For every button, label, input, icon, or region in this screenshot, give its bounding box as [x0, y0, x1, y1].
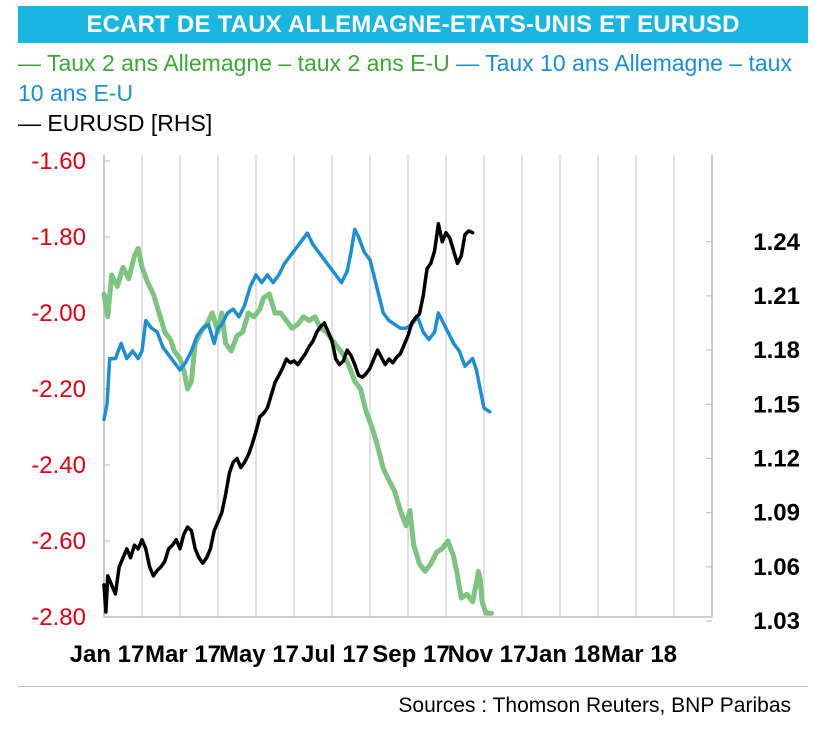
- title-bar: ECART DE TAUX ALLEMAGNE-ETATS-UNIS ET EU…: [18, 6, 808, 43]
- left-tick-label: -2.00: [31, 300, 86, 327]
- right-tick-label: 1.21: [753, 283, 800, 310]
- left-tick-label: -1.60: [31, 148, 86, 175]
- series-layer: [101, 221, 495, 616]
- x-tick-label: Sep 17: [372, 641, 449, 668]
- right-tick-label: 1.18: [753, 337, 800, 364]
- legend-2y-spread: — Taux 2 ans Allemagne – taux 2 ans E-U: [18, 50, 450, 76]
- right-tick-label: 1.12: [753, 445, 800, 472]
- legend: — Taux 2 ans Allemagne – taux 2 ans E-U …: [18, 48, 808, 138]
- x-tick-label: May 17: [219, 641, 299, 668]
- series-line-10y-spread: [102, 227, 492, 422]
- right-tick-label: 1.24: [753, 229, 800, 256]
- bottom-divider: [18, 686, 808, 687]
- legend-eurusd: — EURUSD [RHS]: [18, 110, 213, 136]
- series-line-eurusd: [102, 221, 475, 614]
- left-tick-label: -2.80: [31, 604, 86, 631]
- x-tick-label: Jan 17: [70, 641, 145, 668]
- chart-title: ECART DE TAUX ALLEMAGNE-ETATS-UNIS ET EU…: [86, 11, 740, 38]
- left-tick-label: -2.40: [31, 452, 86, 479]
- right-tick-label: 1.06: [753, 554, 800, 581]
- left-tick-label: -1.80: [31, 224, 86, 251]
- sources-note: Sources : Thomson Reuters, BNP Paribas: [398, 694, 791, 717]
- left-axis: -1.60 -1.80 -2.00 -2.20 -2.40 -2.60 -2.80: [31, 148, 86, 631]
- series-line-2y-spread: [101, 245, 495, 616]
- right-tick-label: 1.15: [753, 391, 800, 418]
- left-tick-label: -2.60: [31, 528, 86, 555]
- grid: [103, 155, 713, 622]
- right-tick-label: 1.03: [753, 608, 800, 635]
- right-axis: 1.24 1.21 1.18 1.15 1.12 1.09 1.06 1.03: [753, 229, 800, 635]
- x-tick-label: Jul 17: [301, 641, 369, 668]
- x-tick-label: Mar 18: [601, 641, 677, 668]
- x-tick-label: Mar 17: [145, 641, 221, 668]
- x-tick-label: Jan 18: [526, 641, 601, 668]
- x-tick-label: Nov 17: [448, 641, 527, 668]
- left-tick-label: -2.20: [31, 376, 86, 403]
- legend-10y-spread: — Taux 10 ans Allemagne – taux 10 ans E-…: [18, 50, 792, 106]
- right-tick-label: 1.09: [753, 500, 800, 527]
